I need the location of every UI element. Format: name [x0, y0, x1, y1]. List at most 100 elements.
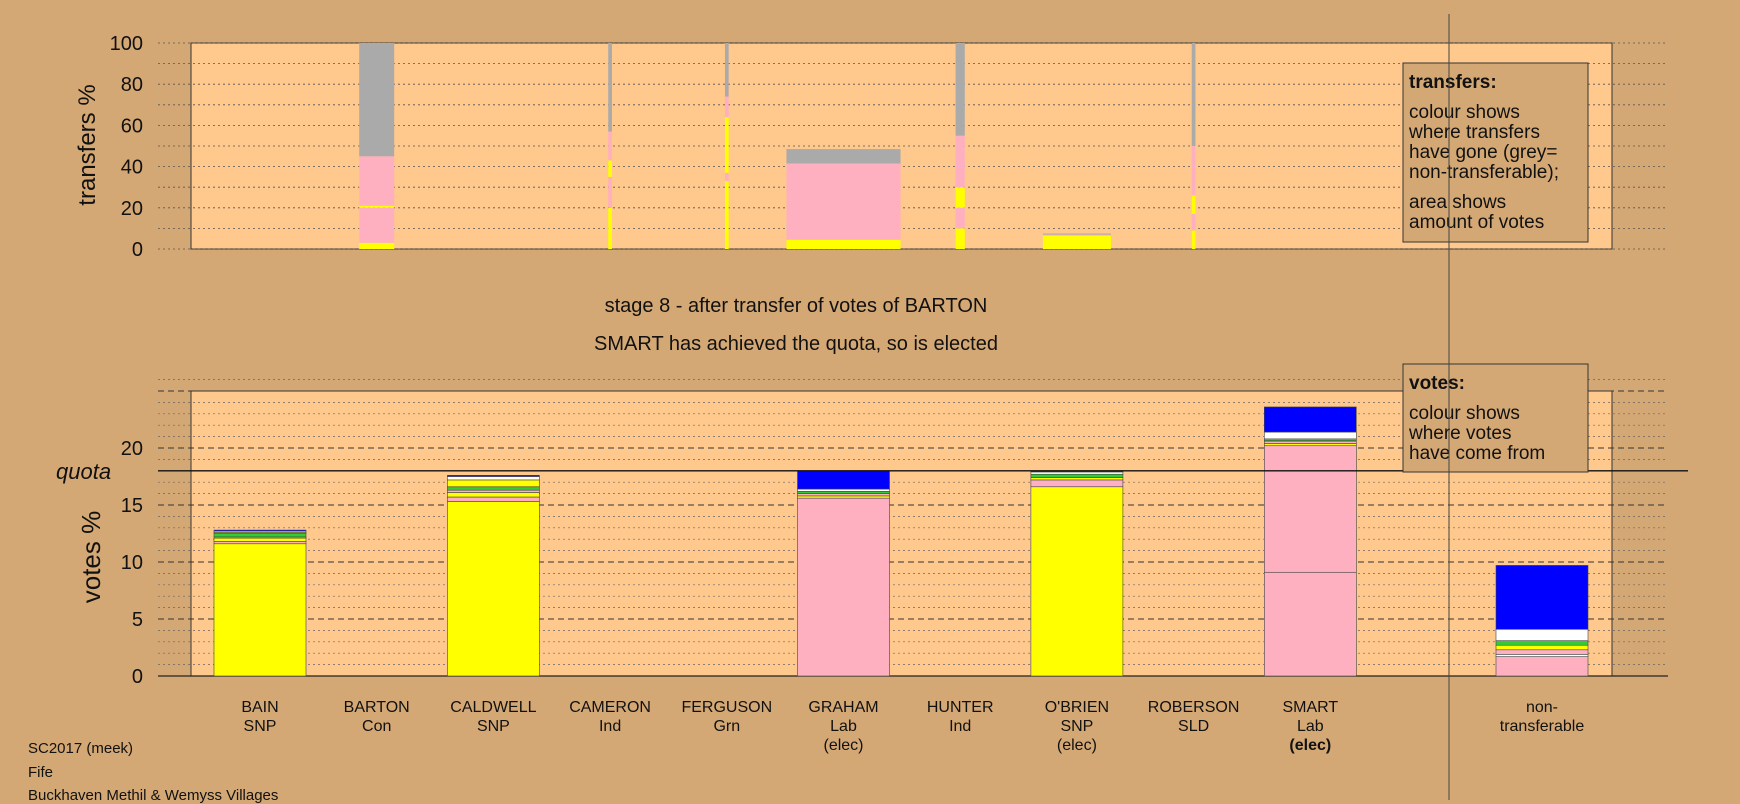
y-tick-label: 40	[121, 157, 143, 179]
transfer-segment	[608, 176, 612, 208]
transfer-segment	[724, 96, 729, 118]
vote-segment	[1495, 644, 1589, 651]
vote-segment	[447, 479, 540, 488]
votes-legend-line: have come from	[1409, 443, 1545, 464]
vote-segment	[447, 501, 540, 677]
transfers-legend-line: amount of votes	[1409, 212, 1544, 233]
transfer-segment	[955, 135, 965, 188]
y-tick-label: 0	[132, 666, 143, 688]
transfer-segment	[786, 163, 901, 240]
candidate-label: ROBERSON	[1148, 699, 1240, 716]
candidate-label: (elec)	[823, 737, 863, 754]
candidate-label: CAMERON	[569, 699, 651, 716]
transfer-segment	[1191, 230, 1196, 249]
transfer-segment	[608, 207, 612, 249]
transfer-segment	[724, 181, 729, 249]
transfers-legend-line: colour shows	[1409, 102, 1520, 123]
vote-segment	[1264, 431, 1357, 440]
vote-segment	[1030, 471, 1124, 475]
vote-segment	[213, 537, 307, 542]
vote-segment	[1264, 440, 1357, 444]
transfer-segment	[1191, 195, 1196, 214]
transfer-segment	[1191, 43, 1196, 146]
stage-subtitle: SMART has achieved the quota, so is elec…	[594, 333, 998, 355]
transfer-segment	[1042, 234, 1111, 236]
transfer-segment	[955, 228, 965, 249]
candidate-label: Lab	[830, 718, 857, 735]
candidate-label: SNP	[1060, 718, 1093, 735]
candidate-label: BAIN	[241, 699, 278, 716]
vote-segment	[447, 489, 540, 493]
transfer-segment	[608, 43, 612, 132]
nontransferable-label: transferable	[1500, 718, 1585, 735]
y-tick-label: 15	[121, 495, 143, 517]
transfers-y-ticks: 0 20 40 60 80 100	[110, 33, 143, 261]
vote-segment	[213, 533, 307, 538]
vote-segment	[1030, 473, 1124, 478]
transfer-segment	[359, 43, 395, 157]
transfers-legend-line: have gone (grey=	[1409, 142, 1557, 163]
y-tick-label: 5	[132, 609, 143, 631]
votes-y-label: votes %	[76, 511, 106, 604]
transfer-segment	[1191, 213, 1196, 231]
votes-y-ticks: 0 5 10 15 20	[121, 438, 143, 688]
vote-segment	[447, 496, 540, 502]
vote-segment	[1030, 486, 1124, 677]
votes-legend-title: votes:	[1409, 373, 1465, 394]
vote-segment	[1264, 443, 1357, 447]
candidate-label: SNP	[477, 718, 510, 735]
candidate-label: SNP	[244, 718, 277, 735]
vote-segment	[1495, 640, 1589, 646]
vote-segment	[1495, 649, 1589, 655]
vote-segment	[1030, 479, 1124, 488]
transfer-bars	[359, 43, 1196, 249]
transfer-segment	[359, 207, 395, 243]
candidate-label: FERGUSON	[681, 699, 772, 716]
candidate-label: HUNTER	[927, 699, 994, 716]
quota-label: quota	[56, 459, 111, 484]
transfers-y-label: transfers %	[74, 84, 101, 205]
vote-segment	[447, 486, 540, 491]
candidate-label: SLD	[1178, 718, 1209, 735]
vote-segment	[797, 491, 890, 494]
candidate-label: (elec)	[1289, 737, 1331, 754]
transfers-panel: 0 20 40 60 80 100 transfers % transfers: colo…	[74, 33, 1668, 261]
y-tick-label: 0	[132, 239, 143, 261]
transfer-segment	[1042, 235, 1111, 249]
vote-segment	[797, 488, 890, 492]
candidate-label: Ind	[949, 718, 971, 735]
vote-segment	[1264, 445, 1357, 573]
transfer-segment	[608, 131, 612, 161]
transfers-legend: transfers: colour shows where transfers …	[1402, 62, 1589, 243]
vote-segment	[447, 475, 540, 477]
footer-region: Fife	[28, 764, 54, 781]
transfer-segment	[359, 242, 395, 249]
nontransferable-label: non-	[1526, 699, 1558, 716]
vote-segment	[1495, 656, 1589, 677]
y-tick-label: 60	[121, 115, 143, 137]
vote-segment	[797, 470, 890, 490]
transfer-segment	[359, 205, 395, 208]
vote-segment	[1264, 406, 1357, 433]
transfer-segment	[359, 156, 395, 206]
transfers-legend-line: non-transferable);	[1409, 162, 1559, 183]
candidate-label: Ind	[599, 718, 621, 735]
transfers-legend-title: transfers:	[1409, 72, 1497, 93]
candidate-label: O'BRIEN	[1045, 699, 1109, 716]
vote-segment	[1264, 571, 1357, 677]
votes-gridlines	[158, 379, 1668, 677]
transfer-segment	[955, 207, 965, 229]
vote-segment	[213, 543, 307, 677]
candidate-label: CALDWELL	[450, 699, 536, 716]
vote-segment	[797, 493, 890, 497]
y-tick-label: 80	[121, 74, 143, 96]
votes-plot-area	[190, 390, 1613, 677]
vote-segment	[1495, 565, 1589, 630]
transfer-segment	[786, 149, 901, 164]
votes-panel: 0 5 10 15 20 quota votes % BAIN SNP BARTON Con C…	[56, 363, 1688, 754]
candidate-label: Con	[362, 718, 391, 735]
votes-legend: votes: colour shows where votes have com…	[1402, 363, 1589, 473]
vote-segment	[1030, 477, 1124, 481]
vote-segment	[447, 492, 540, 498]
